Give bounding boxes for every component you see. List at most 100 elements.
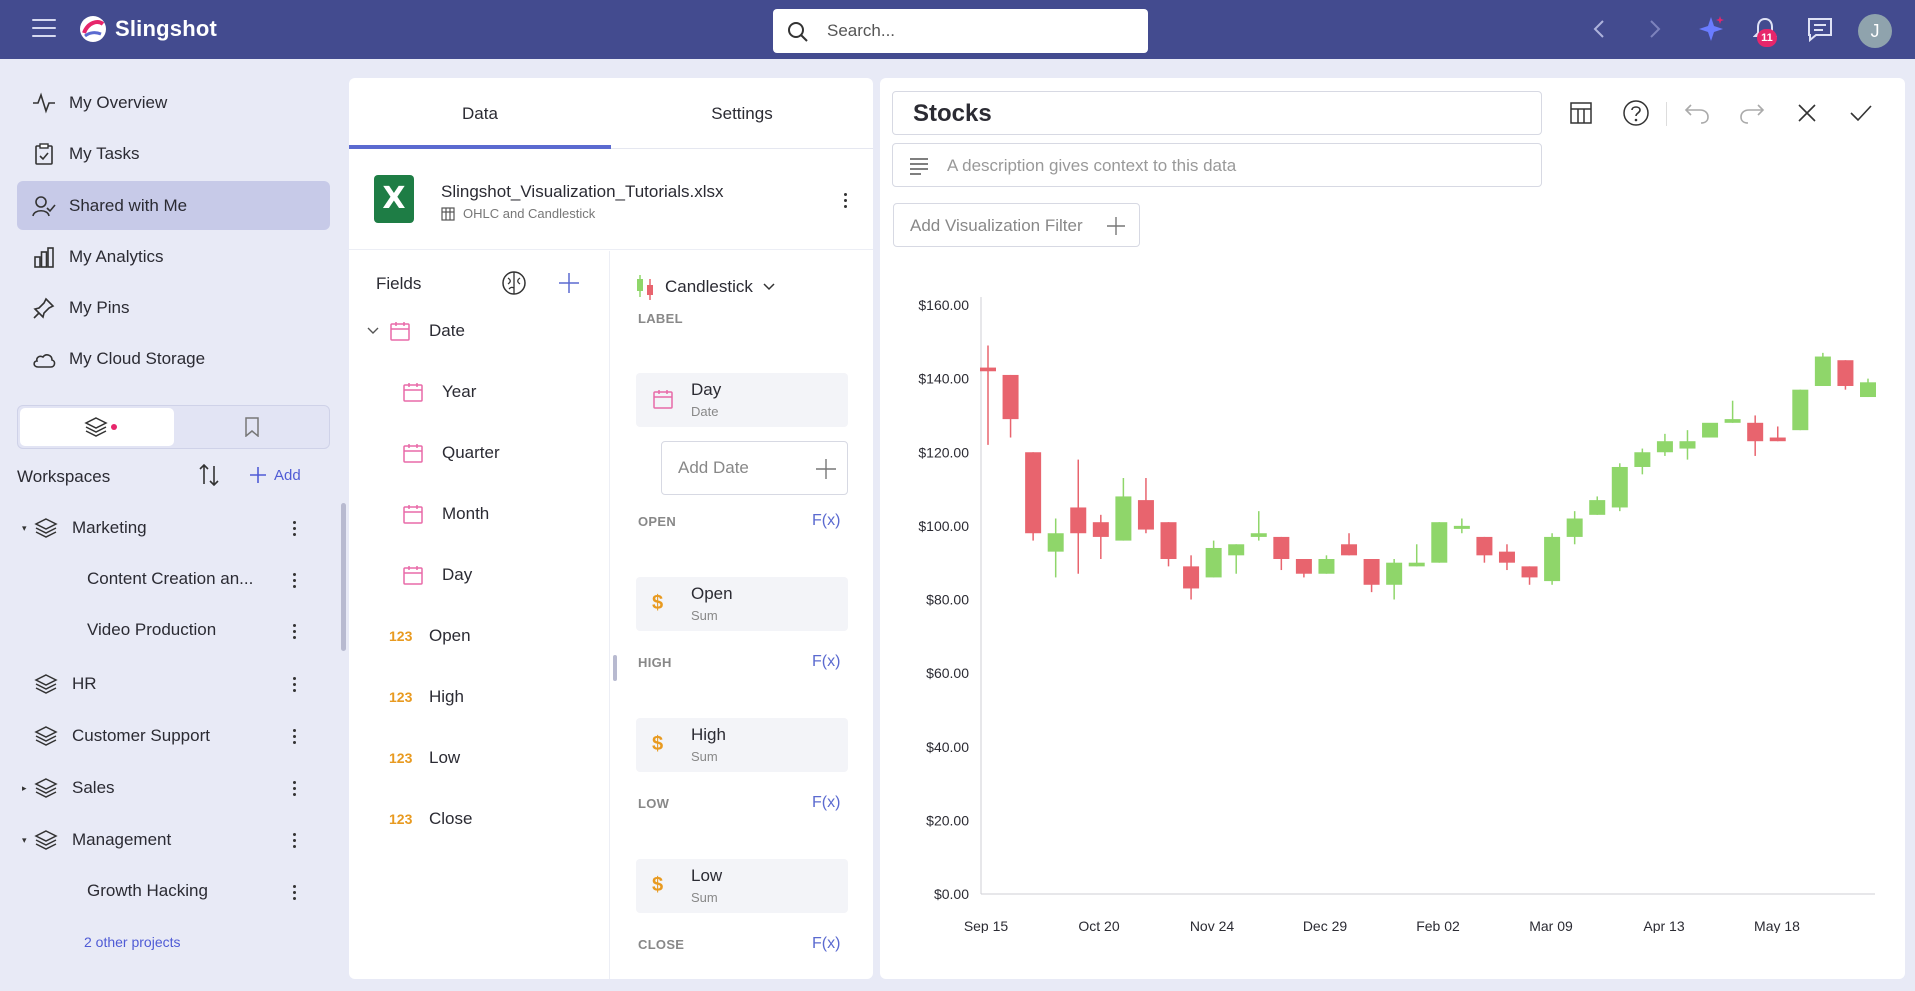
- hr-more-icon[interactable]: [288, 672, 300, 696]
- fields-resize-handle[interactable]: [613, 655, 617, 681]
- close-formula-button[interactable]: F(x): [812, 935, 841, 952]
- marketing-more-icon[interactable]: [288, 516, 300, 540]
- back-arrow-icon[interactable]: [1584, 14, 1614, 44]
- confirm-check-icon[interactable]: [1846, 98, 1876, 128]
- candle[interactable]: [1295, 559, 1312, 578]
- candle[interactable]: [1160, 522, 1177, 567]
- open-sum-chip[interactable]: $ Open Sum: [636, 577, 848, 631]
- candle[interactable]: [1205, 540, 1222, 578]
- add-workspace-button[interactable]: Add: [248, 465, 301, 485]
- field-high[interactable]: 123 High: [389, 677, 464, 717]
- candle[interactable]: [1047, 518, 1064, 578]
- candle[interactable]: [1724, 400, 1741, 423]
- brain-ai-icon[interactable]: [501, 270, 527, 296]
- field-close[interactable]: 123 Close: [389, 799, 472, 839]
- candle[interactable]: [1769, 426, 1786, 442]
- sales-more-icon[interactable]: [288, 776, 300, 800]
- add-field-plus-icon[interactable]: [557, 271, 581, 295]
- workspace-management[interactable]: ▾ Management: [17, 820, 317, 860]
- nav-my-tasks[interactable]: My Tasks: [17, 129, 330, 178]
- add-visualization-filter-button[interactable]: Add Visualization Filter: [893, 203, 1140, 247]
- candle[interactable]: [1250, 511, 1267, 541]
- bookmarks-tab[interactable]: [176, 408, 329, 446]
- candle[interactable]: [1792, 389, 1809, 431]
- candle[interactable]: [1363, 559, 1380, 593]
- candle[interactable]: [1544, 533, 1561, 585]
- viz-description-field[interactable]: A description gives context to this data: [892, 143, 1542, 187]
- project-video-production[interactable]: Video Production: [87, 620, 217, 639]
- candle[interactable]: [1566, 511, 1583, 545]
- close-icon[interactable]: [1792, 98, 1822, 128]
- candle[interactable]: [1431, 522, 1448, 563]
- video-production-more-icon[interactable]: [288, 619, 300, 643]
- help-icon[interactable]: [1621, 98, 1651, 128]
- candle[interactable]: [1092, 514, 1109, 560]
- redo-icon[interactable]: [1737, 98, 1767, 128]
- field-quarter[interactable]: Quarter: [402, 433, 500, 473]
- low-sum-chip[interactable]: $ Low Sum: [636, 859, 848, 913]
- hamburger-menu-icon[interactable]: [32, 19, 56, 39]
- candle[interactable]: [1025, 452, 1042, 541]
- viz-title-field[interactable]: Stocks: [892, 91, 1542, 135]
- growth-hacking-more-icon[interactable]: [288, 880, 300, 904]
- candle[interactable]: [1498, 544, 1515, 571]
- candle[interactable]: [1228, 544, 1245, 574]
- workspaces-tab[interactable]: [20, 408, 174, 446]
- high-sum-chip[interactable]: $ High Sum: [636, 718, 848, 772]
- candle[interactable]: [1318, 555, 1335, 574]
- workspace-customer-support[interactable]: Customer Support: [17, 716, 317, 756]
- candle[interactable]: [980, 345, 996, 445]
- candle[interactable]: [1070, 459, 1087, 574]
- other-projects-link[interactable]: 2 other projects: [84, 934, 181, 950]
- candle[interactable]: [1837, 360, 1854, 390]
- candle[interactable]: [1408, 544, 1425, 567]
- high-formula-button[interactable]: F(x): [812, 653, 841, 670]
- candle[interactable]: [1747, 415, 1764, 456]
- sort-icon[interactable]: [196, 462, 222, 493]
- undo-icon[interactable]: [1682, 98, 1712, 128]
- candle[interactable]: [1115, 478, 1132, 541]
- add-date-button[interactable]: Add Date: [661, 441, 848, 495]
- workspace-marketing[interactable]: ▾ Marketing: [17, 508, 317, 548]
- tab-data[interactable]: Data: [462, 104, 498, 123]
- candle[interactable]: [1611, 463, 1628, 512]
- chat-icon[interactable]: [1805, 14, 1835, 44]
- field-date[interactable]: Date: [367, 311, 465, 351]
- candle[interactable]: [1002, 374, 1019, 438]
- candle[interactable]: [1589, 496, 1606, 515]
- candle[interactable]: [1341, 533, 1358, 556]
- field-day[interactable]: Day: [402, 555, 472, 595]
- workspace-sales[interactable]: ▸ Sales: [17, 768, 317, 808]
- customer-support-more-icon[interactable]: [288, 724, 300, 748]
- file-more-icon[interactable]: [839, 188, 851, 212]
- candle[interactable]: [1814, 352, 1831, 386]
- nav-my-overview[interactable]: My Overview: [17, 78, 330, 127]
- field-month[interactable]: Month: [402, 494, 489, 534]
- candle[interactable]: [1656, 433, 1673, 456]
- candle[interactable]: [1476, 536, 1493, 563]
- content-creation-more-icon[interactable]: [288, 568, 300, 592]
- sidebar-scrollbar[interactable]: [341, 503, 346, 651]
- nav-my-pins[interactable]: My Pins: [17, 283, 330, 332]
- forward-arrow-icon[interactable]: [1640, 14, 1670, 44]
- viz-type-selector[interactable]: Candlestick: [635, 273, 775, 301]
- expand-caret-icon[interactable]: ▸: [22, 782, 27, 793]
- ai-sparkle-icon[interactable]: [1696, 14, 1726, 44]
- chevron-down-icon[interactable]: [367, 327, 379, 335]
- field-year[interactable]: Year: [402, 372, 476, 412]
- project-content-creation[interactable]: Content Creation an...: [87, 569, 254, 588]
- nav-my-cloud-storage[interactable]: My Cloud Storage: [17, 334, 330, 383]
- candle[interactable]: [1634, 448, 1651, 475]
- management-more-icon[interactable]: [288, 828, 300, 852]
- candle[interactable]: [1860, 378, 1876, 398]
- field-low[interactable]: 123 Low: [389, 738, 460, 778]
- search-input[interactable]: [827, 9, 1127, 53]
- expand-caret-icon[interactable]: ▾: [22, 834, 27, 845]
- field-open[interactable]: 123 Open: [389, 616, 471, 656]
- candle[interactable]: [1453, 518, 1470, 534]
- user-avatar[interactable]: J: [1858, 14, 1892, 48]
- open-formula-button[interactable]: F(x): [812, 512, 841, 529]
- nav-shared-with-me[interactable]: Shared with Me: [17, 181, 330, 230]
- candle[interactable]: [1702, 422, 1719, 438]
- candle[interactable]: [1137, 478, 1154, 534]
